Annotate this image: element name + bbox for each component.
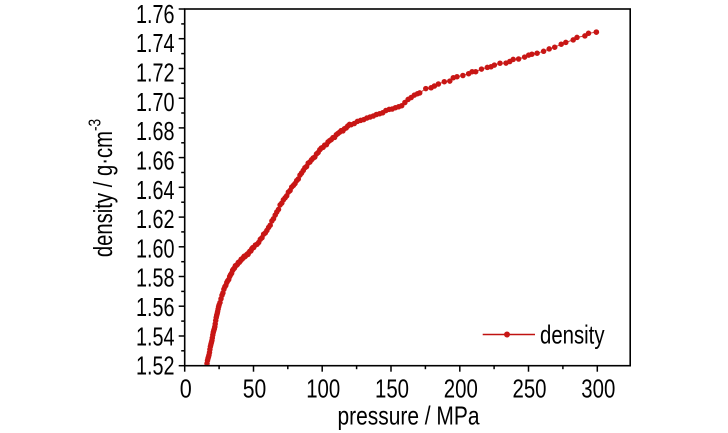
- svg-text:100: 100: [306, 374, 340, 404]
- svg-text:1.74: 1.74: [136, 28, 175, 58]
- svg-text:250: 250: [513, 374, 547, 404]
- svg-text:1.54: 1.54: [136, 321, 175, 351]
- svg-text:pressure / MPa: pressure / MPa: [338, 401, 480, 431]
- svg-text:1.58: 1.58: [136, 263, 175, 293]
- svg-text:1.60: 1.60: [136, 233, 175, 263]
- svg-text:50: 50: [243, 374, 267, 404]
- svg-text:1.66: 1.66: [136, 146, 175, 176]
- svg-text:1.62: 1.62: [136, 204, 175, 234]
- svg-text:1.76: 1.76: [136, 0, 175, 29]
- svg-text:1.70: 1.70: [136, 87, 175, 117]
- svg-text:300: 300: [581, 374, 615, 404]
- svg-text:200: 200: [444, 374, 478, 404]
- svg-text:1.52: 1.52: [136, 351, 175, 381]
- svg-text:0: 0: [180, 374, 192, 404]
- svg-text:1.64: 1.64: [136, 175, 175, 205]
- svg-text:1.68: 1.68: [136, 116, 175, 146]
- svg-text:density / g·cm-3: density / g·cm-3: [86, 119, 118, 258]
- svg-text:1.72: 1.72: [136, 58, 175, 88]
- svg-text:1.56: 1.56: [136, 292, 175, 322]
- svg-text:density: density: [540, 320, 605, 350]
- svg-text:150: 150: [375, 374, 409, 404]
